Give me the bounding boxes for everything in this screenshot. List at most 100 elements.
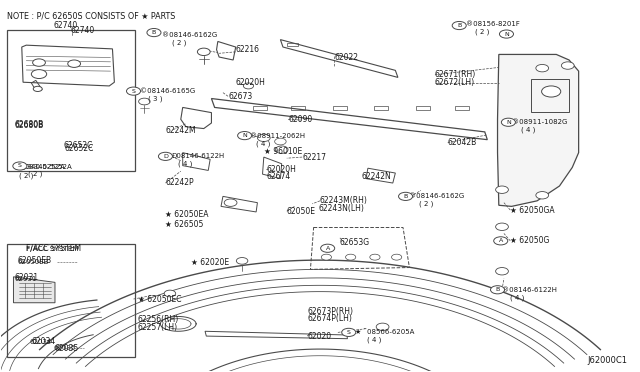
Bar xyxy=(456,106,469,110)
Text: ( 2 ): ( 2 ) xyxy=(172,39,186,46)
Text: 62217: 62217 xyxy=(302,153,326,161)
Text: S: S xyxy=(347,330,351,335)
Bar xyxy=(287,42,298,46)
Circle shape xyxy=(159,152,173,160)
Text: Ð08146-6122H: Ð08146-6122H xyxy=(172,153,225,159)
Text: 62050E: 62050E xyxy=(287,207,316,216)
Text: N: N xyxy=(504,32,509,36)
Text: 62216: 62216 xyxy=(236,45,260,54)
Circle shape xyxy=(499,30,513,38)
Text: 62022: 62022 xyxy=(335,52,358,61)
Text: ®08911-2062H: ®08911-2062H xyxy=(250,132,305,139)
Text: 62020H: 62020H xyxy=(266,165,296,174)
Text: S: S xyxy=(132,89,136,94)
Bar xyxy=(531,78,569,112)
Text: ★ 626505: ★ 626505 xyxy=(166,221,204,230)
Text: 62242P: 62242P xyxy=(166,178,194,187)
Text: ( 2 ): ( 2 ) xyxy=(28,171,42,177)
Polygon shape xyxy=(497,54,579,206)
Text: B: B xyxy=(152,30,156,35)
Text: 62740: 62740 xyxy=(53,21,77,30)
Circle shape xyxy=(236,257,248,264)
Circle shape xyxy=(376,323,389,331)
Text: ®08156-8201F: ®08156-8201F xyxy=(466,21,520,27)
Text: NOTE : P/C 62650S CONSISTS OF ★ PARTS: NOTE : P/C 62650S CONSISTS OF ★ PARTS xyxy=(7,12,175,21)
Text: 62243M(RH): 62243M(RH) xyxy=(320,196,368,205)
Text: J62000C1: J62000C1 xyxy=(587,356,627,365)
Circle shape xyxy=(495,267,508,275)
Bar xyxy=(291,106,305,110)
Circle shape xyxy=(490,286,504,294)
Text: ★ 62050G: ★ 62050G xyxy=(510,236,550,246)
Text: 62031: 62031 xyxy=(15,273,39,282)
Text: ®08146-6162G: ®08146-6162G xyxy=(163,32,218,38)
Text: 62256(RH): 62256(RH) xyxy=(138,315,179,324)
Text: 62035: 62035 xyxy=(55,344,79,353)
Circle shape xyxy=(495,223,508,231)
Text: §08340-5252A: §08340-5252A xyxy=(21,163,72,169)
Text: B: B xyxy=(457,23,461,28)
Circle shape xyxy=(275,138,286,145)
Circle shape xyxy=(370,254,380,260)
Text: 62672(LH): 62672(LH) xyxy=(435,78,475,87)
Text: 62671(RH): 62671(RH) xyxy=(435,70,476,79)
Bar xyxy=(7,244,135,357)
Text: 62034: 62034 xyxy=(31,337,56,346)
Text: ®08911-1082G: ®08911-1082G xyxy=(511,119,567,125)
Circle shape xyxy=(536,64,548,72)
Text: D: D xyxy=(163,154,168,159)
Circle shape xyxy=(237,132,252,140)
Text: 62674P(LH): 62674P(LH) xyxy=(307,314,352,323)
Circle shape xyxy=(342,328,356,336)
Text: A: A xyxy=(326,246,330,251)
Circle shape xyxy=(257,134,270,141)
Circle shape xyxy=(452,22,467,30)
Text: B: B xyxy=(403,194,408,199)
Text: 62242M: 62242M xyxy=(166,126,196,135)
Text: 62042B: 62042B xyxy=(448,138,477,147)
Text: 62035: 62035 xyxy=(54,345,76,351)
Text: ★ 62050EA: ★ 62050EA xyxy=(166,211,209,219)
Circle shape xyxy=(13,162,27,170)
Text: 62652C: 62652C xyxy=(63,141,93,151)
Circle shape xyxy=(68,60,81,67)
Circle shape xyxy=(275,146,288,153)
Circle shape xyxy=(127,87,141,95)
Text: S: S xyxy=(18,163,22,169)
Circle shape xyxy=(399,192,413,201)
Text: ★ 96010E: ★ 96010E xyxy=(264,147,302,155)
Circle shape xyxy=(501,118,515,126)
Polygon shape xyxy=(13,277,55,303)
Text: ( 2 ): ( 2 ) xyxy=(419,201,433,207)
Text: ©08146-6165G: ©08146-6165G xyxy=(140,88,195,94)
Text: 62680B: 62680B xyxy=(15,121,44,129)
Text: 62034: 62034 xyxy=(29,339,52,344)
Circle shape xyxy=(139,98,150,105)
Text: N: N xyxy=(243,133,247,138)
Circle shape xyxy=(541,86,561,97)
Text: ( 3 ): ( 3 ) xyxy=(148,96,162,102)
Text: 62050EB: 62050EB xyxy=(17,256,51,265)
Text: 62673P(RH): 62673P(RH) xyxy=(307,307,353,316)
Text: A: A xyxy=(499,238,503,243)
Circle shape xyxy=(33,59,45,66)
Text: 62242N: 62242N xyxy=(362,172,391,181)
Text: ( 4 ): ( 4 ) xyxy=(178,161,193,167)
Text: F/ACC SYSTEM: F/ACC SYSTEM xyxy=(26,244,81,253)
Text: 62652C: 62652C xyxy=(65,144,94,153)
Text: B: B xyxy=(495,287,500,292)
Text: 62020: 62020 xyxy=(307,331,332,341)
Text: 62020H: 62020H xyxy=(236,78,266,87)
Text: F/ACC SYSTEM: F/ACC SYSTEM xyxy=(26,246,79,252)
Text: 62050EB: 62050EB xyxy=(17,259,49,264)
Circle shape xyxy=(493,237,508,245)
Circle shape xyxy=(536,192,548,199)
Text: 62257(LH): 62257(LH) xyxy=(138,323,178,332)
Bar xyxy=(374,106,388,110)
Circle shape xyxy=(147,29,161,37)
Circle shape xyxy=(495,186,508,193)
Text: ( 4 ): ( 4 ) xyxy=(367,337,381,343)
Text: ( 4 ): ( 4 ) xyxy=(521,126,536,133)
Text: N: N xyxy=(506,120,511,125)
Text: 62090: 62090 xyxy=(288,115,312,124)
